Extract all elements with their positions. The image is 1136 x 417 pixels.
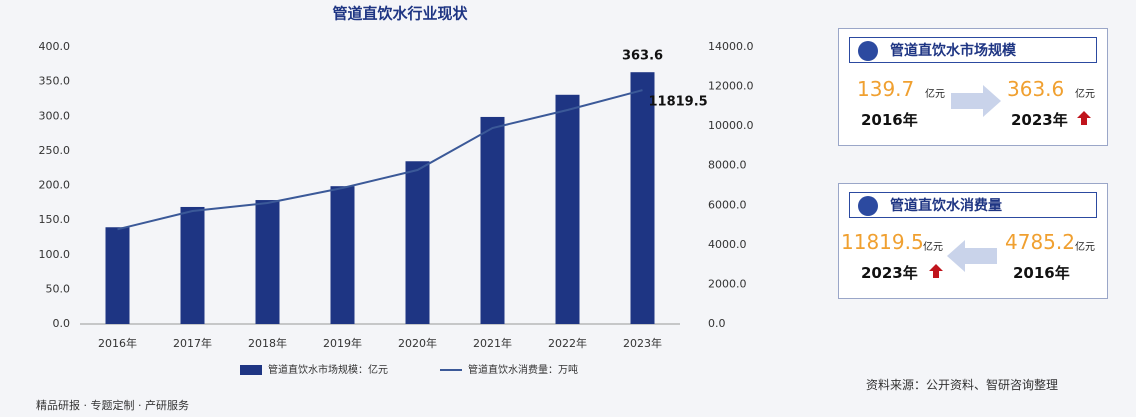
y-tick-label: 400.0: [39, 40, 71, 53]
icon: [858, 41, 878, 61]
y2-tick-label: 6000.0: [708, 198, 747, 211]
x-tick-label: 2019年: [323, 336, 362, 350]
arrow: [951, 85, 1001, 117]
bar: [630, 72, 655, 324]
x-tick-label: 2023年: [623, 336, 662, 350]
x-tick-label: 2018年: [248, 336, 287, 350]
tagline: 精品研报 · 专题定制 · 产研服务: [36, 399, 189, 412]
value: 4785.2: [1005, 230, 1075, 254]
y2-tick-label: 14000.0: [708, 40, 754, 53]
unit: 亿元: [925, 89, 945, 100]
y2-tick-label: 8000.0: [708, 159, 747, 172]
chart: 管道直饮水行业现状 0.0 50.0 100.0 150.0 200.0 250.0 300…: [39, 5, 754, 377]
legend-label: 管道直饮水市场规模：亿元: [268, 363, 388, 376]
x-tick-label: 2017年: [173, 336, 212, 350]
bar: [405, 161, 430, 324]
bar: [330, 186, 355, 324]
x-tick-label: 2021年: [473, 336, 512, 350]
y-tick-label: 50.0: [46, 282, 71, 295]
panel-title: 管道直饮水消费量: [849, 192, 1097, 218]
y-tick-label: 350.0: [39, 75, 71, 88]
year: 2023年: [861, 264, 918, 282]
year: 2016年: [1013, 264, 1070, 282]
value: 363.6: [1007, 77, 1065, 101]
x-tick-label: 2022年: [548, 336, 587, 350]
y2-tick-label: 2000.0: [708, 277, 747, 290]
x-tick-label: 2020年: [398, 336, 437, 350]
y2-tick-label: 12000.0: [708, 80, 754, 93]
year: 2023年: [1011, 111, 1068, 129]
value: 11819.5: [841, 230, 924, 254]
y2-tick-label: 4000.0: [708, 238, 747, 251]
panel-title-text: 管道直饮水消费量: [890, 198, 1002, 214]
source: 资料来源：公开资料、智研咨询整理: [866, 378, 1059, 392]
legend-swatch: [240, 365, 262, 375]
bar: [180, 206, 205, 324]
y-tick-label: 0.0: [53, 317, 71, 330]
data-label: 363.6: [622, 49, 663, 64]
unit: 亿元: [1075, 242, 1095, 253]
y-tick-label: 150.0: [39, 213, 71, 226]
x-tick-label: 2016年: [98, 336, 137, 350]
panel-title: 管道直饮水市场规模: [849, 37, 1097, 63]
arrow: [947, 240, 997, 272]
panel: 管道直饮水消费量 11819.5 亿元 2023年 4785.2 亿元 2016…: [838, 183, 1108, 299]
unit: 亿元: [1075, 89, 1095, 100]
panel: 管道直饮水市场规模 139.7 亿元 2016年 363.6 亿元 2023年: [838, 28, 1108, 146]
bar: [255, 200, 280, 324]
bar: [480, 116, 505, 324]
chart-title: 管道直饮水行业现状: [332, 5, 468, 23]
up-arrow: [1077, 111, 1091, 125]
legend-label: 管道直饮水消费量：万吨: [468, 363, 578, 376]
year: 2016年: [861, 111, 918, 129]
up-arrow: [929, 264, 943, 278]
y2-tick-label: 0.0: [708, 317, 726, 330]
line: [117, 89, 643, 231]
bar: [555, 94, 580, 324]
y-tick-label: 250.0: [39, 144, 71, 157]
bar: [105, 227, 130, 324]
value: 139.7: [857, 77, 915, 101]
panel-title-text: 管道直饮水市场规模: [890, 43, 1016, 59]
icon: [858, 196, 878, 216]
unit: 亿元: [923, 242, 943, 253]
y-tick-label: 100.0: [39, 248, 71, 261]
y-tick-label: 200.0: [39, 179, 71, 192]
y2-tick-label: 10000.0: [708, 119, 754, 132]
data-label: 11819.5: [649, 95, 708, 110]
y-tick-label: 300.0: [39, 109, 71, 122]
